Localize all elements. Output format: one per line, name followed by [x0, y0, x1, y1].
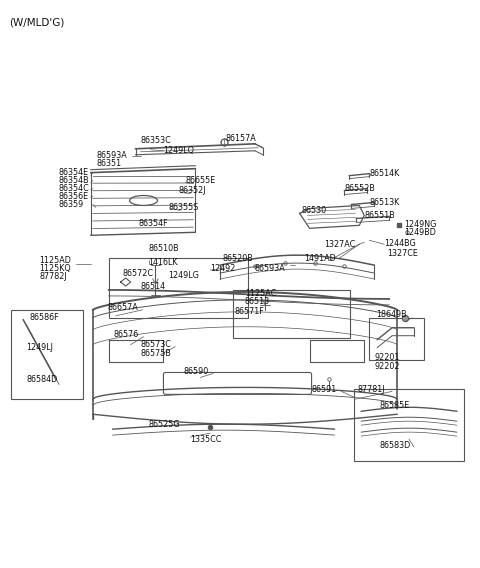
Text: 86657A: 86657A [108, 303, 139, 312]
Text: 87781J: 87781J [357, 385, 385, 394]
Text: 86593A: 86593A [255, 264, 286, 273]
Text: 1335CC: 1335CC [190, 435, 222, 444]
Text: 86157A: 86157A [225, 135, 256, 143]
Bar [109, 258, 248, 318]
Text: 86354C: 86354C [58, 184, 89, 193]
Text: 86513: 86513 [245, 298, 270, 306]
Text: 1249LJ: 1249LJ [26, 343, 53, 352]
Text: 1249LQ: 1249LQ [164, 147, 194, 155]
Text: 86586F: 86586F [29, 314, 59, 322]
Text: 86584D: 86584D [26, 375, 58, 384]
Bar [233, 290, 350, 338]
Text: 86356E: 86356E [58, 192, 88, 201]
Text: 86593A: 86593A [97, 151, 128, 160]
Text: 86575B: 86575B [141, 349, 171, 358]
Text: 1327CE: 1327CE [387, 249, 418, 258]
Text: 1491AD: 1491AD [305, 254, 336, 262]
Text: 86359: 86359 [58, 200, 84, 209]
Text: 1249BD: 1249BD [404, 228, 436, 237]
Text: 1249LG: 1249LG [168, 270, 199, 279]
Text: 1327AC: 1327AC [324, 240, 356, 249]
Text: 86572C: 86572C [123, 269, 154, 278]
Text: 1416LK: 1416LK [148, 258, 178, 266]
Text: 86551B: 86551B [364, 211, 395, 220]
Text: 86590: 86590 [183, 367, 209, 376]
Text: 86510B: 86510B [148, 244, 179, 253]
Text: 86573C: 86573C [141, 340, 171, 349]
Text: 86525G: 86525G [148, 420, 180, 429]
Text: 86352J: 86352J [179, 186, 206, 195]
Text: 86552B: 86552B [344, 184, 375, 193]
Text: 92202: 92202 [374, 362, 400, 371]
Text: 86513K: 86513K [369, 198, 399, 207]
Text: 86354F: 86354F [139, 219, 168, 228]
Bar [354, 390, 464, 461]
Text: 1249NG: 1249NG [404, 220, 436, 229]
Text: 86353C: 86353C [141, 136, 171, 145]
Bar [12, 310, 83, 399]
Text: 86530: 86530 [301, 206, 327, 215]
Text: (W/MLD'G): (W/MLD'G) [9, 18, 65, 28]
Text: 1244BG: 1244BG [384, 239, 416, 248]
Text: 86514K: 86514K [369, 169, 399, 178]
Text: 1125AD: 1125AD [39, 256, 71, 265]
Text: 86354B: 86354B [58, 176, 89, 185]
Text: 86520B: 86520B [222, 254, 253, 262]
Text: 92201: 92201 [374, 353, 399, 362]
Bar [369, 318, 424, 360]
Text: 86514: 86514 [141, 282, 166, 291]
Text: 86655E: 86655E [185, 176, 216, 185]
Text: 86583D: 86583D [379, 441, 410, 449]
Text: 18649B: 18649B [376, 310, 407, 319]
Text: 1125AC: 1125AC [245, 290, 276, 298]
Text: 86571F: 86571F [234, 307, 264, 316]
Text: 12492: 12492 [210, 264, 236, 273]
Text: 86351: 86351 [97, 159, 122, 168]
Text: 86355S: 86355S [168, 203, 199, 212]
Text: 1125KQ: 1125KQ [39, 264, 71, 273]
Text: 86585E: 86585E [379, 401, 409, 410]
Text: 87782J: 87782J [39, 272, 67, 281]
Text: 86591: 86591 [312, 385, 337, 394]
Text: 86354E: 86354E [58, 168, 88, 177]
Text: 86576: 86576 [114, 330, 139, 339]
